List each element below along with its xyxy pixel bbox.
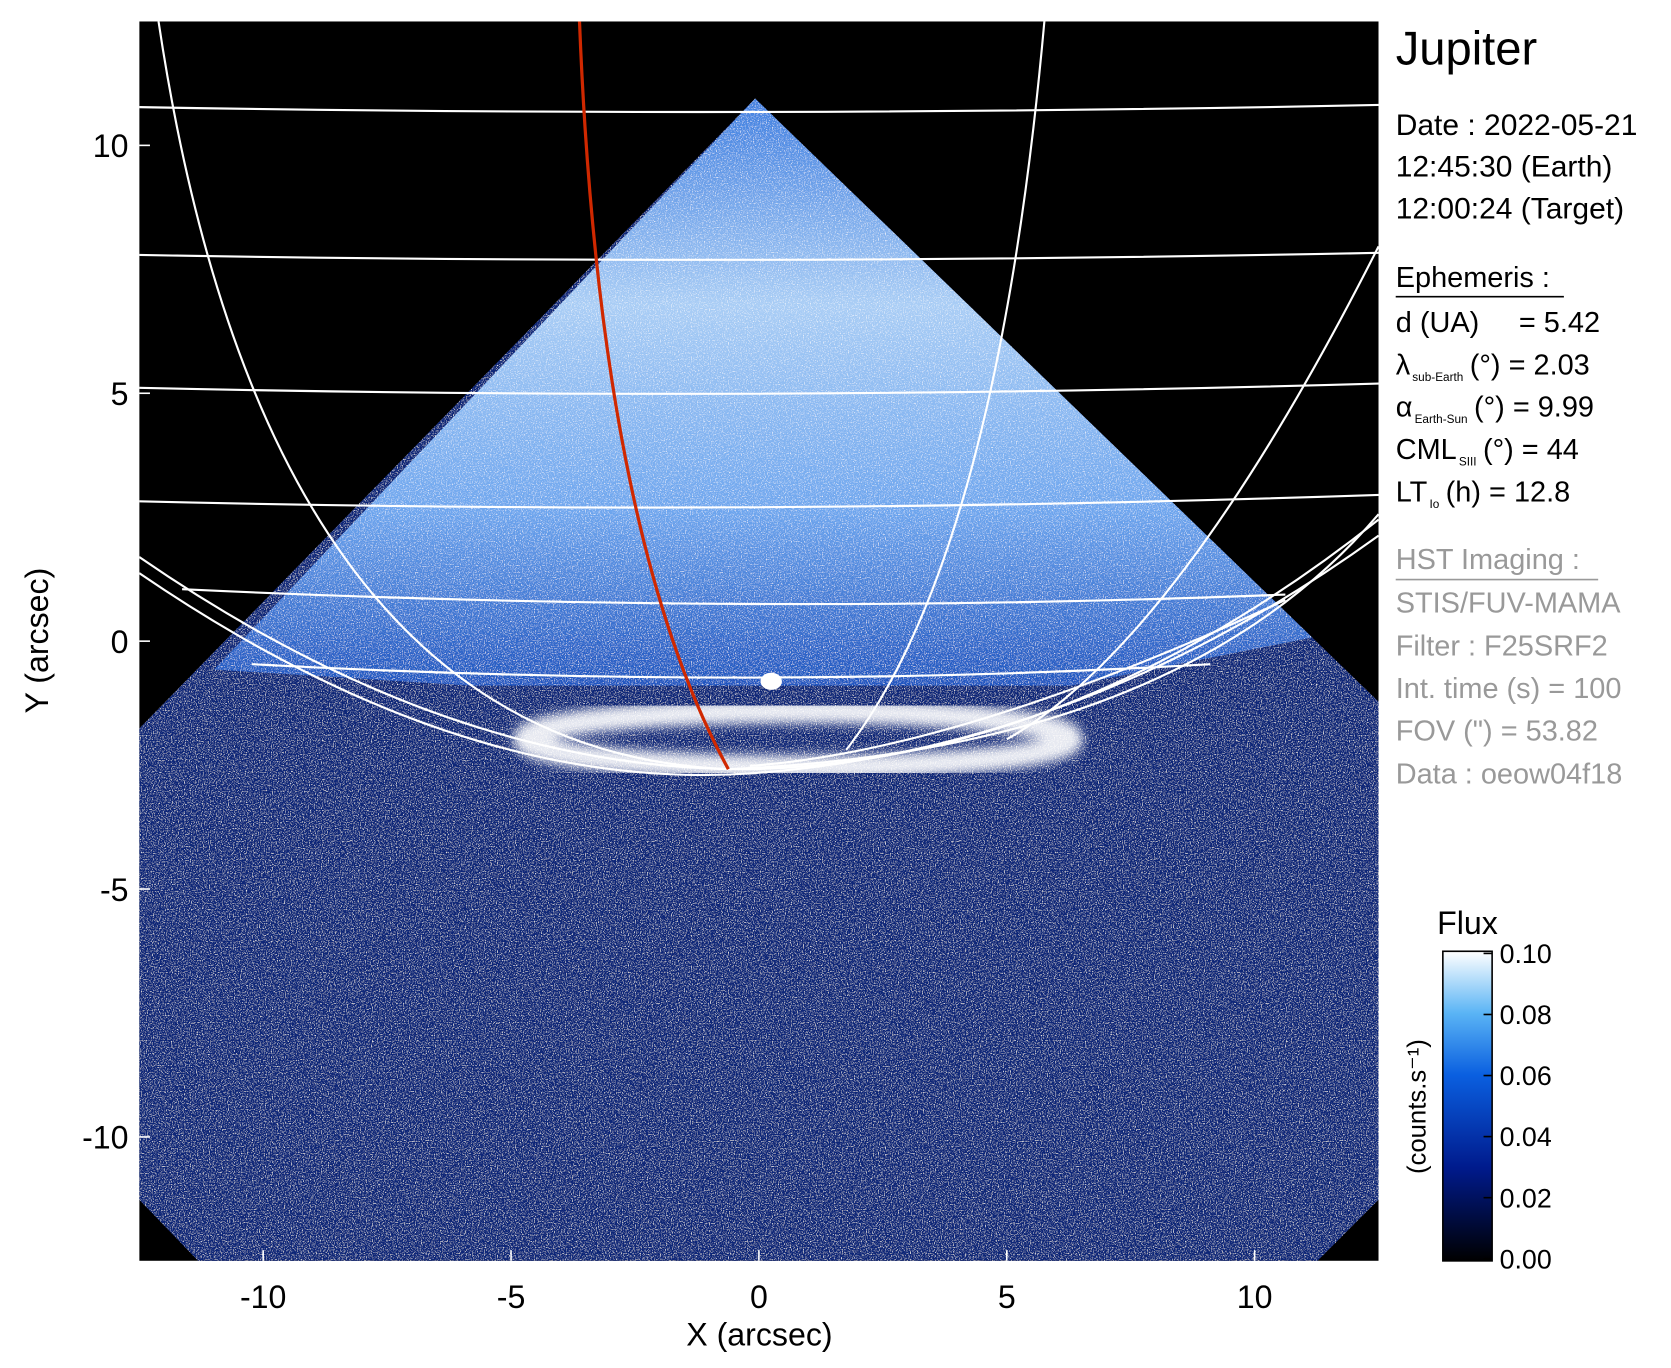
ephemeris-value: (h) = 12.8 bbox=[1446, 476, 1571, 508]
x-tick-label: 0 bbox=[750, 1279, 768, 1315]
ephemeris-row: d (UA) = 5.42 bbox=[1396, 307, 1600, 339]
colorbar-tick-label: 0.00 bbox=[1500, 1244, 1552, 1274]
imaging-line: FOV (") = 53.82 bbox=[1396, 716, 1598, 748]
ephemeris-value: (°) = 44 bbox=[1483, 434, 1579, 466]
imaging-line: Filter : F25SRF2 bbox=[1396, 630, 1608, 662]
auroral-spot bbox=[760, 672, 782, 690]
ephemeris-value: = 5.42 bbox=[1519, 307, 1600, 339]
x-axis-label: X (arcsec) bbox=[686, 1317, 832, 1353]
y-tick-label: 10 bbox=[93, 128, 129, 164]
ephemeris-symbol: α bbox=[1396, 392, 1413, 424]
y-tick-label: -10 bbox=[82, 1120, 128, 1156]
ephemeris-row: α Earth-Sun (°) = 9.99 bbox=[1396, 392, 1594, 426]
x-tick-label: 5 bbox=[998, 1279, 1016, 1315]
ephemeris-row: λ sub-Earth (°) = 2.03 bbox=[1396, 349, 1590, 383]
ephemeris-subscript: SIII bbox=[1459, 455, 1477, 468]
ephemeris-row: CML SIII (°) = 44 bbox=[1396, 434, 1579, 468]
imaging-heading: HST Imaging : bbox=[1396, 544, 1580, 576]
time-line: 12:00:24 (Target) bbox=[1396, 193, 1624, 226]
colorbar-label: (counts.s⁻¹) bbox=[1404, 1039, 1432, 1174]
y-axis-label: Y (arcsec) bbox=[19, 568, 55, 714]
colorbar-tick-label: 0.04 bbox=[1500, 1122, 1552, 1152]
chart-title: Jupiter bbox=[1396, 21, 1537, 74]
x-tick-label: -10 bbox=[240, 1279, 286, 1315]
ephemeris-subscript: sub-Earth bbox=[1412, 371, 1463, 384]
colorbar-tick-label: 0.10 bbox=[1500, 939, 1552, 969]
sky-image bbox=[139, 21, 1379, 1261]
colorbar-tick-label: 0.06 bbox=[1500, 1061, 1552, 1091]
io-footprint-track bbox=[577, 21, 730, 770]
disk-emission bbox=[214, 98, 1313, 686]
ephemeris-value: (°) = 2.03 bbox=[1470, 349, 1590, 381]
y-tick-label: 5 bbox=[111, 376, 129, 412]
y-tick-label: 0 bbox=[111, 624, 129, 660]
colorbar bbox=[1442, 950, 1493, 1262]
imaging-line: STIS/FUV-MAMA bbox=[1396, 588, 1622, 620]
x-tick-label: -5 bbox=[497, 1279, 526, 1315]
colorbar-tick-label: 0.08 bbox=[1500, 1000, 1552, 1030]
ephemeris-symbol: CML bbox=[1396, 434, 1457, 466]
ephemeris-subscript: Earth-Sun bbox=[1415, 413, 1468, 426]
time-line: 12:45:30 (Earth) bbox=[1396, 151, 1613, 184]
y-tick-label: -5 bbox=[100, 872, 129, 908]
ephemeris-symbol: d (UA) bbox=[1396, 307, 1480, 339]
time-line: Date : 2022-05-21 bbox=[1396, 109, 1638, 142]
imaging-line: Int. time (s) = 100 bbox=[1396, 673, 1622, 705]
colorbar-title: Flux bbox=[1437, 905, 1498, 941]
ephemeris-symbol: LT bbox=[1396, 476, 1428, 508]
ephemeris-heading: Ephemeris : bbox=[1396, 262, 1550, 294]
ephemeris-symbol: λ bbox=[1396, 349, 1411, 381]
colorbar-tick-label: 0.02 bbox=[1500, 1183, 1552, 1213]
x-tick-label: 10 bbox=[1237, 1279, 1273, 1315]
ephemeris-row: LT Io (h) = 12.8 bbox=[1396, 476, 1570, 510]
ephemeris-value: (°) = 9.99 bbox=[1474, 392, 1594, 424]
planet-grid bbox=[139, 21, 1379, 777]
imaging-line: Data : oeow04f18 bbox=[1396, 758, 1623, 790]
ephemeris-subscript: Io bbox=[1429, 498, 1439, 511]
